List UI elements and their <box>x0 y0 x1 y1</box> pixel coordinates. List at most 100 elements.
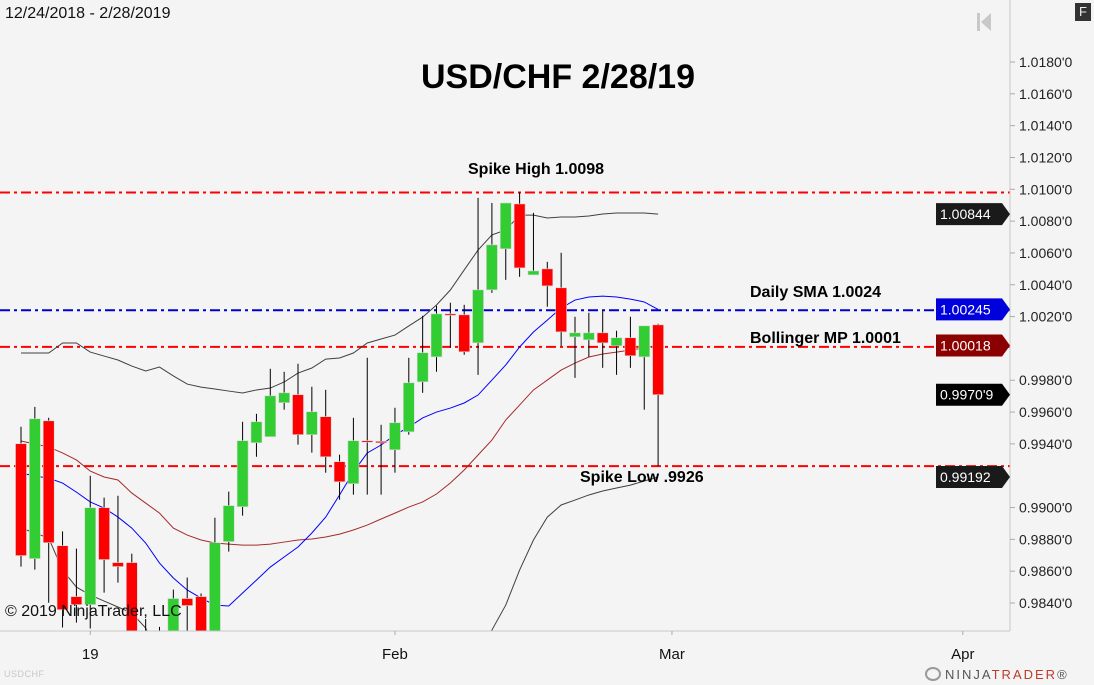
candle-2019-01-23 <box>292 363 304 445</box>
price-marker-tag <box>936 465 1010 488</box>
x-tick-label: 19 <box>82 646 99 663</box>
chart-title: USD/CHF 2/28/19 <box>421 58 695 96</box>
y-tick-label: 0.9860'0 <box>1019 563 1072 579</box>
candle-body <box>361 440 374 443</box>
candle-2019-02-15 <box>527 212 540 276</box>
candle-body <box>236 440 249 508</box>
price-marker-0: 1.00844 <box>936 203 1010 226</box>
price-marker-label: 0.9970'9 <box>940 387 993 403</box>
candle-2019-01-16 <box>222 491 235 552</box>
candle-body <box>181 598 193 606</box>
candle-2019-01-25 <box>319 389 332 473</box>
y-tick-label: 1.0180'0 <box>1019 54 1072 70</box>
candle-2018-12-24 <box>15 426 27 567</box>
candle-body <box>319 416 332 458</box>
candle-2019-01-07 <box>126 553 138 631</box>
candle-body <box>264 395 277 438</box>
candle-2018-12-27 <box>42 417 55 603</box>
candle-body <box>195 596 207 631</box>
candle-2019-02-12 <box>486 202 498 293</box>
candle-body <box>499 202 512 250</box>
candle-2019-02-25 <box>610 330 623 375</box>
price-marker-tag <box>936 383 1010 406</box>
price-marker-label: 1.00018 <box>940 338 991 354</box>
candle-body <box>29 418 41 559</box>
price-marker-tag <box>936 298 1010 321</box>
candle-2019-02-26 <box>624 316 637 368</box>
candle-2019-01-02 <box>84 475 97 629</box>
y-tick-label: 1.0120'0 <box>1019 149 1072 165</box>
y-tick-label: 0.9960'0 <box>1019 404 1072 420</box>
y-tick-label: 1.0160'0 <box>1019 86 1072 102</box>
candle-2019-02-01 <box>389 407 401 473</box>
price-marker-label: 0.99192 <box>940 469 991 485</box>
candle-body <box>513 203 526 269</box>
copyright: © 2019 NinjaTrader, LLC <box>5 603 182 620</box>
candle-2019-01-29 <box>347 417 360 495</box>
candle-body <box>209 542 221 631</box>
candle-body <box>569 332 581 338</box>
candle-2019-02-14 <box>513 192 526 277</box>
y-tick-label: 0.9980'0 <box>1019 372 1072 388</box>
candle-2019-01-10 <box>167 589 180 631</box>
candle-body <box>70 596 83 605</box>
candle-body <box>250 421 263 444</box>
y-tick-label: 1.0080'0 <box>1019 213 1072 229</box>
price-marker-2: 1.00018 <box>936 334 1010 357</box>
candle-2019-01-22 <box>278 371 290 410</box>
candle-2019-01-17 <box>236 421 249 516</box>
skip-to-start-icon[interactable] <box>976 12 992 32</box>
price-marker-1: 1.00245 <box>936 298 1010 321</box>
candle-body <box>140 643 151 667</box>
upper-bollinger-band <box>21 212 659 394</box>
candle-body <box>333 461 346 483</box>
price-marker-tag <box>936 334 1010 357</box>
y-tick-label: 1.0060'0 <box>1019 245 1072 261</box>
candle-body <box>638 325 651 358</box>
candle-2019-01-03 <box>98 497 110 593</box>
candle-body <box>430 313 443 358</box>
candle-2019-01-18 <box>250 413 263 457</box>
candle-body <box>389 422 401 451</box>
candle-body <box>402 382 415 433</box>
candle-body <box>278 392 290 403</box>
candle-2019-02-08 <box>458 304 471 355</box>
candle-2019-02-11 <box>472 197 484 375</box>
plot-area <box>0 191 1010 667</box>
y-tick-label: 1.0040'0 <box>1019 277 1072 293</box>
candle-2018-12-31 <box>70 548 83 623</box>
candle-body <box>292 394 304 435</box>
price-marker-label: 1.00245 <box>940 301 991 317</box>
candle-body <box>652 324 664 396</box>
candle-body <box>596 332 609 344</box>
lower-bollinger-band <box>20 476 659 631</box>
middle-bollinger-band <box>20 345 659 546</box>
x-tick-label: Feb <box>382 646 408 663</box>
ninjatrader-logo-icon <box>925 667 941 681</box>
candle-2019-02-28 <box>652 323 664 467</box>
candle-body <box>347 440 360 484</box>
price-marker-tag <box>936 203 1010 226</box>
candle-body <box>98 507 110 560</box>
candle-body <box>555 287 567 333</box>
candle-2019-02-07 <box>444 302 457 348</box>
f-button[interactable]: F <box>1075 3 1091 21</box>
annotation-bollinger-mp: Bollinger MP 1.0001 <box>750 330 901 347</box>
annotation-daily-sma: Daily SMA 1.0024 <box>750 284 882 301</box>
candle-2019-02-06 <box>430 305 443 372</box>
x-tick-label: Mar <box>659 646 685 663</box>
candle-2019-02-20 <box>569 316 581 378</box>
candle-body <box>42 420 55 544</box>
price-marker-4: 0.99192 <box>936 465 1010 488</box>
annotation-spike-low: Spike Low .9926 <box>580 469 704 486</box>
candle-body <box>472 289 484 344</box>
candle-2019-02-18 <box>541 261 554 307</box>
candle-body <box>527 270 540 276</box>
candle-2019-02-22 <box>596 309 609 368</box>
candle-body <box>112 562 124 567</box>
candle-body <box>486 244 498 291</box>
candle-2019-02-13 <box>499 202 512 280</box>
symbol-watermark: USDCHF <box>4 669 45 679</box>
y-tick-label: 0.9880'0 <box>1019 531 1072 547</box>
